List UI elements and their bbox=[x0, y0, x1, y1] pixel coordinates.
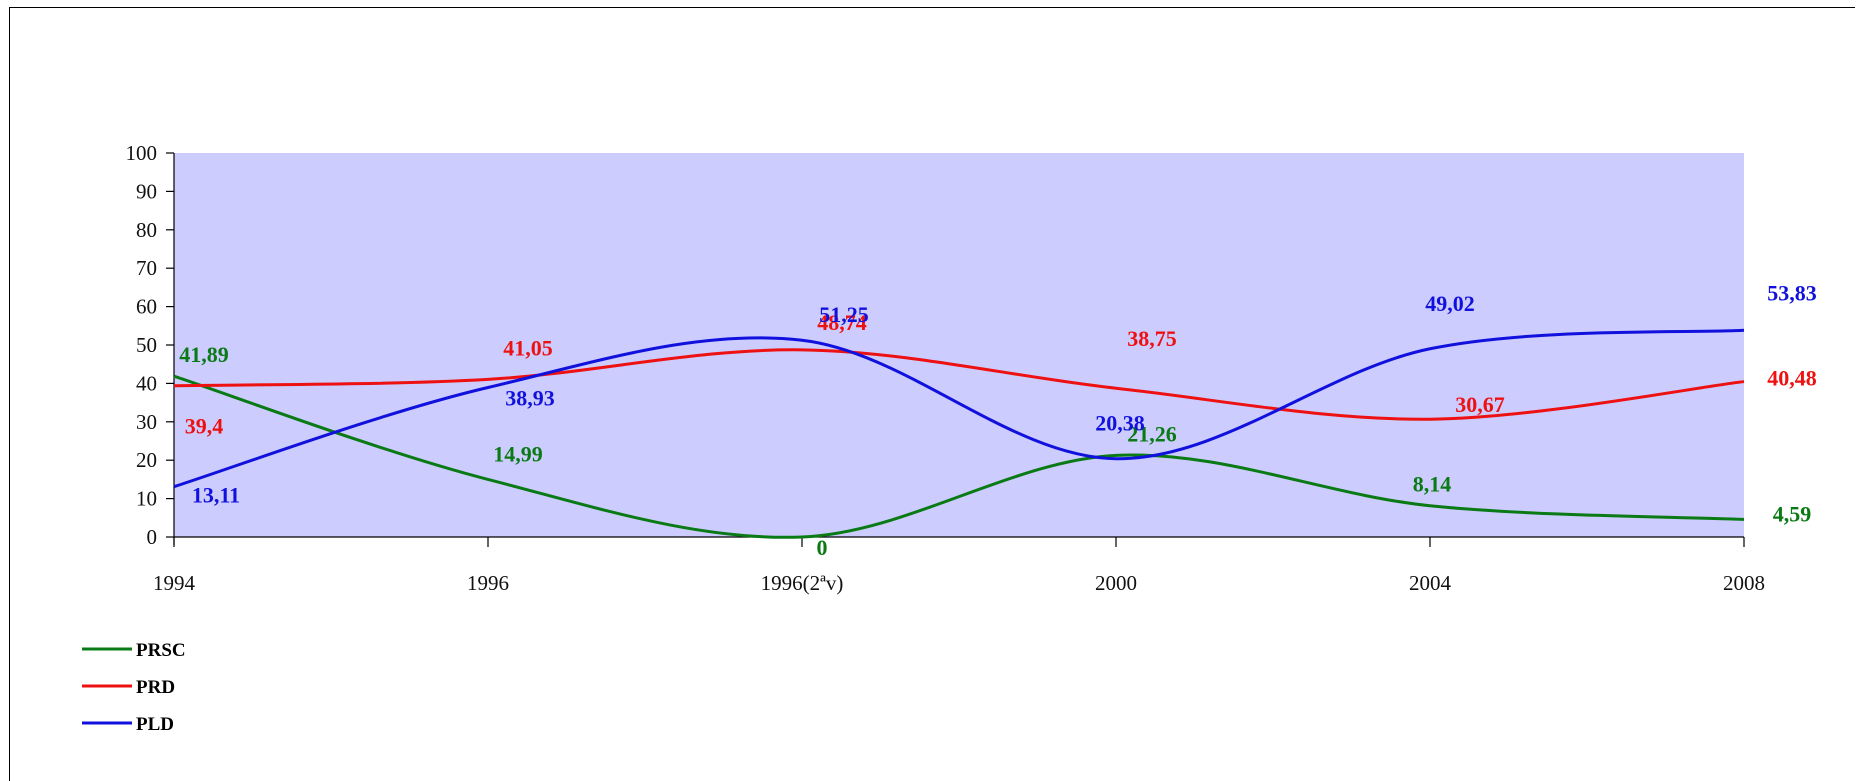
data-label-prd: 41,05 bbox=[503, 335, 553, 360]
series-lines bbox=[173, 328, 1745, 539]
series-line-prd bbox=[173, 348, 1745, 421]
data-label-prsc: 4,59 bbox=[1773, 501, 1812, 526]
y-tick-label: 60 bbox=[136, 295, 157, 319]
y-tick-label: 50 bbox=[136, 333, 157, 357]
data-labels: 41,89 14,99 0 21,26 8,14 4,59 39,4 41,05 48,74 38… bbox=[179, 280, 1817, 560]
y-tick-label: 10 bbox=[136, 487, 157, 511]
series-line-prsc bbox=[173, 374, 1745, 539]
x-tick-label: 2008 bbox=[1723, 571, 1765, 595]
data-label-pld: 53,83 bbox=[1767, 280, 1817, 305]
y-tick-label: 30 bbox=[136, 410, 157, 434]
data-label-prsc: 14,99 bbox=[493, 441, 543, 466]
y-tick-label: 90 bbox=[136, 179, 157, 203]
x-tick-label: 1996 bbox=[467, 571, 509, 595]
chart-frame bbox=[9, 7, 1855, 781]
data-label-pld: 51,25 bbox=[819, 302, 869, 327]
axes: 0 10 20 30 40 50 60 70 80 90 100 1994 1996 1996(2ªv) 2… bbox=[126, 141, 1766, 595]
y-tick-label: 100 bbox=[126, 141, 158, 165]
legend-label-prsc: PRSC bbox=[136, 640, 186, 661]
x-tick-label: 2000 bbox=[1095, 571, 1137, 595]
data-label-prsc: 41,89 bbox=[179, 342, 229, 367]
legend-label-pld: PLD bbox=[136, 714, 174, 735]
y-tick-label: 20 bbox=[136, 448, 157, 472]
data-label-prd: 48,74 bbox=[817, 310, 867, 335]
data-label-pld: 20,38 bbox=[1095, 411, 1145, 436]
y-tick-label: 80 bbox=[136, 218, 157, 242]
data-label-prsc: 0 bbox=[817, 535, 828, 560]
plot-area bbox=[174, 153, 1744, 537]
data-label-pld: 13,11 bbox=[192, 483, 240, 508]
data-label-prsc: 21,26 bbox=[1127, 421, 1177, 446]
data-label-prd: 30,67 bbox=[1455, 392, 1505, 417]
x-tick-label: 1994 bbox=[153, 571, 196, 595]
data-label-prsc: 8,14 bbox=[1413, 472, 1452, 497]
y-tick-label: 0 bbox=[147, 525, 158, 549]
data-label-pld: 38,93 bbox=[505, 386, 555, 411]
y-tick-label: 70 bbox=[136, 256, 157, 280]
x-tick-label: 1996(2ªv) bbox=[761, 571, 844, 595]
data-label-prd: 39,4 bbox=[185, 414, 224, 439]
legend: PRSC PRD PLD bbox=[82, 640, 186, 735]
data-label-prd: 38,75 bbox=[1127, 326, 1177, 351]
y-tick-label: 40 bbox=[136, 371, 157, 395]
series-line-pld bbox=[173, 328, 1745, 489]
legend-label-prd: PRD bbox=[136, 677, 175, 698]
x-tick-label: 2004 bbox=[1409, 571, 1452, 595]
data-label-pld: 49,02 bbox=[1425, 291, 1475, 316]
data-label-prd: 40,48 bbox=[1767, 366, 1817, 391]
